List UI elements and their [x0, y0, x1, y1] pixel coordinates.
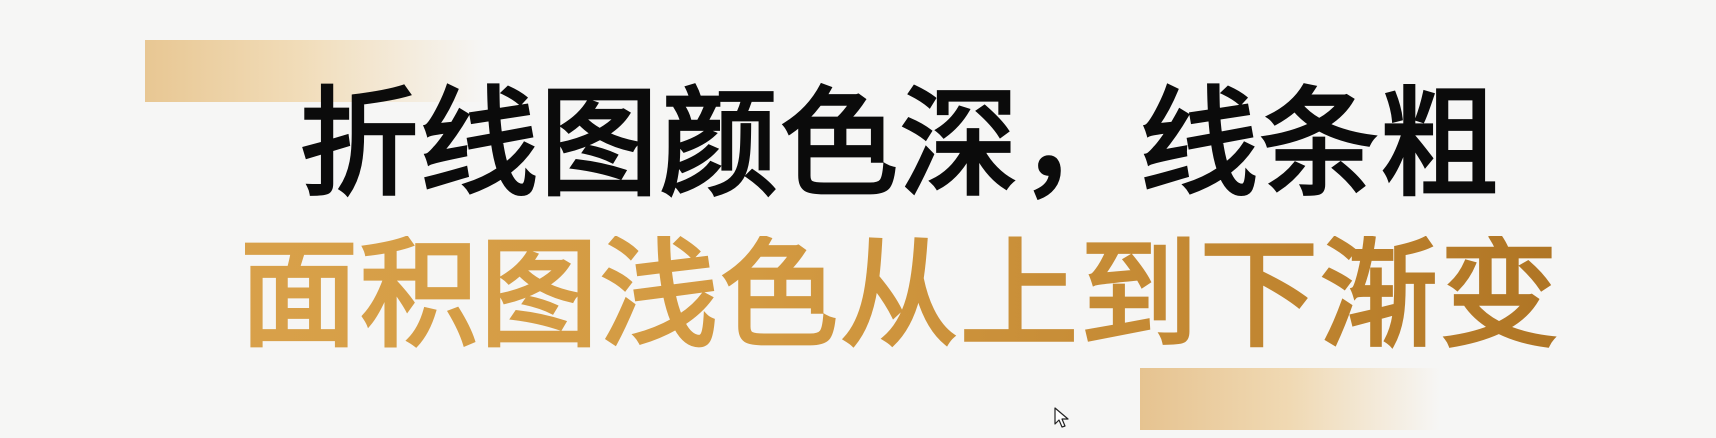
headline-line-1: 折线图颜色深，线条粗: [299, 75, 1500, 213]
headline-line-2: 面积图浅色从上到下渐变: [140, 236, 1660, 354]
mouse-cursor-icon: [1054, 407, 1069, 428]
accent-bar-bottom: [1140, 368, 1440, 430]
accent-bar-top: [145, 40, 485, 102]
